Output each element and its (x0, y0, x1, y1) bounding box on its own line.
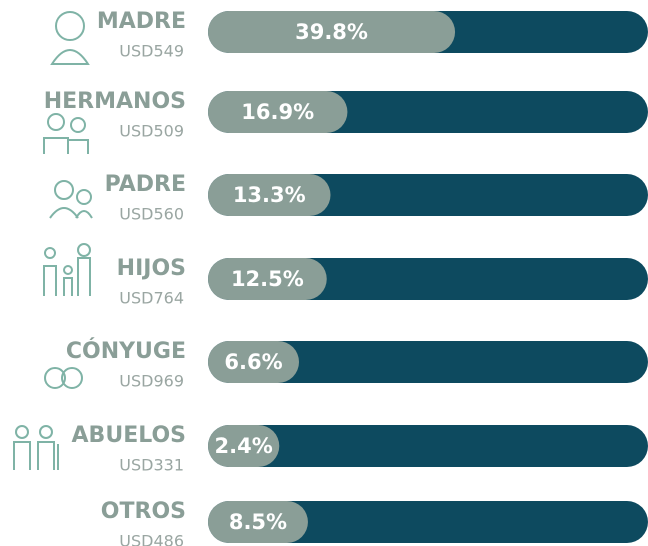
value-label: 16.9% (241, 100, 314, 124)
value-label: 8.5% (229, 510, 287, 534)
icons (13, 11, 93, 470)
value-label: 2.4% (215, 434, 273, 458)
bar (208, 11, 456, 53)
category-label: HERMANOS (44, 89, 186, 114)
bar-track (208, 341, 648, 383)
value-label: 12.5% (231, 267, 304, 291)
bar (208, 501, 308, 543)
amount-label: USD764 (119, 289, 184, 308)
bar (208, 341, 300, 383)
amount-label: USD509 (119, 122, 184, 141)
category-label: ABUELOS (72, 423, 186, 448)
value-label: 39.8% (295, 20, 368, 44)
bar (208, 425, 280, 467)
category-label: MADRE (97, 9, 186, 34)
amount-label: USD549 (119, 42, 184, 61)
bar (208, 91, 348, 133)
amount-label: USD486 (119, 532, 184, 546)
amount-label: USD331 (119, 456, 184, 475)
bar (208, 258, 327, 300)
value-label: 6.6% (224, 350, 282, 374)
category-label: HIJOS (117, 256, 186, 281)
bar-track (208, 501, 648, 543)
bar (208, 174, 331, 216)
category-label: OTROS (101, 499, 186, 524)
amount-label: USD560 (119, 205, 184, 224)
value-label: 13.3% (233, 183, 306, 207)
category-label: CÓNYUGE (66, 338, 186, 364)
bar-track (208, 425, 648, 467)
category-label: PADRE (105, 172, 186, 197)
amount-label: USD969 (119, 372, 184, 391)
